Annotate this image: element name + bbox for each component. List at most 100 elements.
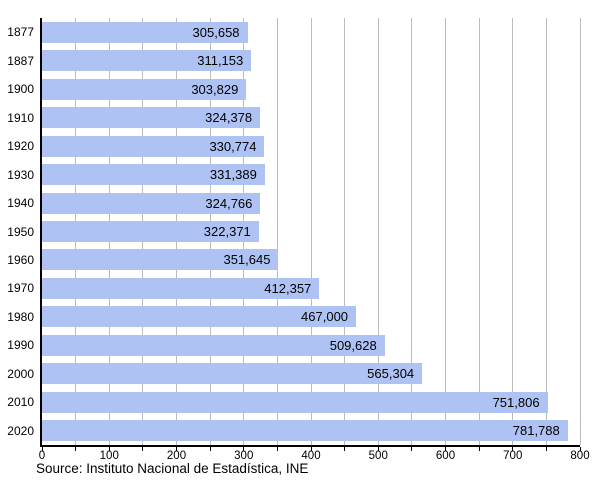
y-axis-label: 1960 [7,252,34,267]
bar-value-label: 324,766 [205,195,253,211]
y-axis-label: 1990 [7,338,34,353]
x-axis-tick [41,447,43,451]
x-axis-tick [411,447,413,451]
bar-row: 1940 324,766 [7,189,580,217]
bar-row: 2010 751,806 [7,388,580,416]
x-axis-tick-label: 400 [301,450,321,462]
x-axis-tick [579,447,581,451]
bar-row: 1877 305,658 [7,18,580,46]
y-axis-label: 1980 [7,309,34,324]
bar-row: 1900 303,829 [7,75,580,103]
y-axis-label: 1920 [7,139,34,154]
bar-row: 2000 565,304 [7,360,580,388]
x-axis-tick [75,447,77,451]
bar-value-label: 781,788 [512,423,560,439]
bar-row: 1960 351,645 [7,246,580,274]
gridline [545,18,547,445]
x-axis-tick-label: 200 [166,450,187,462]
bar-rows: 1877 305,658 1887 311,153 1900 303,829 1910 324… [7,18,580,445]
y-axis-label: 1970 [7,281,34,296]
bar-value-label: 331,389 [209,167,257,183]
x-axis-tick-label: 500 [368,450,388,462]
x-axis-tick [478,447,480,451]
bar-row: 1910 324,378 [7,103,580,131]
bar: 509,628 [42,334,385,356]
gridline [445,18,446,445]
x-axis-tick-label: 0 [38,450,46,462]
y-axis-label: 2020 [7,423,34,438]
bar-value-label: 565,304 [367,366,415,382]
x-axis: 0 100 200 300 400 500 600 700 800 [38,447,590,477]
x-axis-tick [209,447,211,451]
bar-value-label: 303,829 [191,81,239,97]
bar-row: 2020 781,788 [7,417,580,445]
x-axis-tick-label: 700 [503,450,523,462]
gridline [512,18,514,445]
bar-value-label: 351,645 [223,252,271,268]
y-axis-label: 1950 [7,224,34,239]
bar-value-label: 322,371 [203,224,251,240]
x-axis-tick [108,447,110,451]
bar-value-label: 305,658 [192,24,240,40]
x-axis-tick-label: 300 [234,450,254,462]
bar: 322,371 [42,221,259,243]
bar-value-label: 467,000 [301,309,349,325]
bar-value-label: 509,628 [329,337,377,353]
y-axis-label: 1900 [7,82,34,97]
bar: 412,357 [42,277,320,299]
gridline [276,18,278,445]
y-axis-label: 2000 [7,366,34,381]
x-axis-tick [545,447,547,451]
x-axis-tick-label: 100 [99,450,119,462]
bar-value-label: 751,806 [492,394,540,410]
x-axis-tick [142,447,144,451]
x-axis-tick [243,447,245,451]
y-axis-label: 2010 [7,395,34,410]
bar: 324,378 [42,107,261,129]
bar-row: 1990 509,628 [7,331,580,359]
gridline [411,18,413,445]
bar: 305,658 [42,21,248,43]
bar: 331,389 [42,164,265,186]
gridline [377,18,379,445]
gridline [579,18,581,445]
bar-value-label: 330,774 [209,138,257,154]
x-axis-tick-label: 800 [570,450,590,462]
bar-row: 1887 311,153 [7,46,580,74]
x-axis-tick [310,447,312,451]
x-axis-tick [377,447,379,451]
bar: 311,153 [42,50,252,72]
bar-value-label: 311,153 [197,53,244,69]
gridline [344,18,346,445]
bar-row: 1970 412,357 [7,274,580,302]
source-caption: Source: Instituto Nacional de Estadístic… [36,461,309,476]
bar-row: 1920 330,774 [7,132,580,160]
bar: 467,000 [42,306,357,328]
y-axis-label: 1940 [7,196,34,211]
gridline [478,18,480,445]
x-axis-tick-label: 600 [435,450,456,462]
bar: 565,304 [42,363,423,385]
y-axis-label: 1877 [7,25,34,40]
y-axis-label: 1910 [7,110,34,125]
x-axis-tick [445,447,446,451]
bar: 324,766 [42,192,261,214]
bar-value-label: 324,378 [205,110,253,126]
bar-row: 1980 467,000 [7,303,580,331]
x-axis-tick [344,447,346,451]
plot-area: 1877 305,658 1887 311,153 1900 303,829 1910 324… [7,18,581,447]
bar-row: 1930 331,389 [7,160,580,188]
bar: 351,645 [42,249,279,271]
bar: 303,829 [42,78,247,100]
x-axis-tick [512,447,514,451]
bar-row: 1950 322,371 [7,217,580,245]
bar-value-label: 412,357 [264,280,312,296]
x-axis-tick [276,447,278,451]
y-axis-label: 1930 [7,167,34,182]
y-axis-label: 1887 [7,53,34,68]
x-axis-tick [176,447,177,451]
gridline [310,18,312,445]
bar: 781,788 [42,420,568,442]
bar: 330,774 [42,135,265,157]
